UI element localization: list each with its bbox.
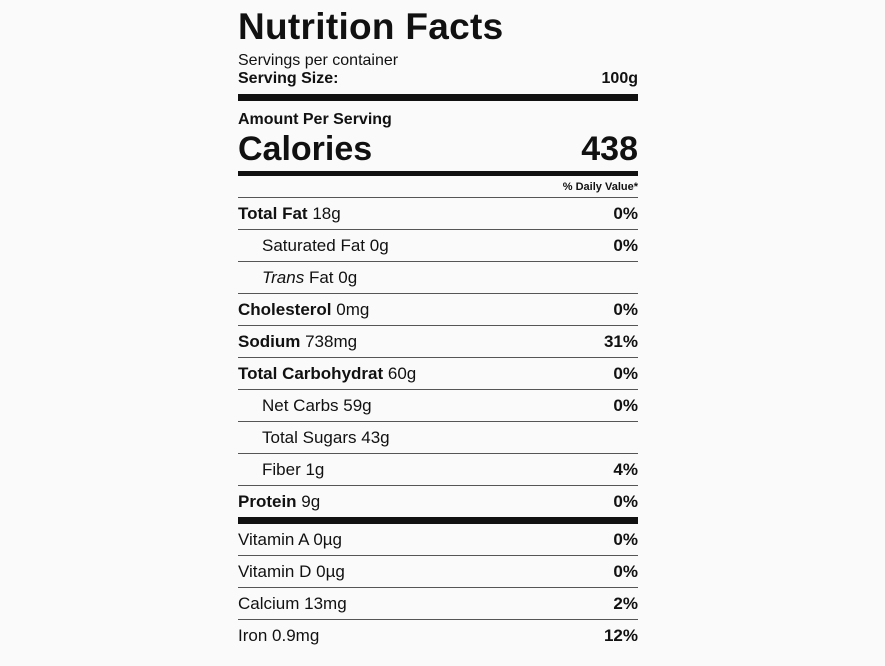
nutrient-text: Calcium 13mg [238,594,347,614]
nutrient-name: Fiber [262,459,301,479]
nutrient-text: Saturated Fat 0g [262,236,389,256]
nutrient-name: Cholesterol [238,299,332,319]
daily-value: 0% [613,235,638,255]
divider [238,171,638,176]
daily-value: 0% [613,561,638,581]
nutrient-row: Vitamin D 0µg 0% [238,556,638,588]
nutrient-text: Total Fat 18g [238,204,341,224]
nutrient-name: Vitamin D [238,561,312,581]
nutrient-name: Fat [308,267,334,287]
nutrient-name: Saturated Fat [262,235,366,255]
nutrient-amount: 18g [312,203,341,223]
nutrient-text: Sodium 738mg [238,332,357,352]
nutrient-row: Total Sugars 43g [238,422,638,454]
daily-value: 0% [613,529,638,549]
divider [238,94,638,101]
daily-value: 0% [613,363,638,383]
nutrient-text: Trans Fat 0g [262,268,357,288]
nutrient-row: Protein 9g 0% [238,486,638,517]
nutrient-name: Total Sugars [262,427,357,447]
daily-value: 0% [613,395,638,415]
nutrient-text: Cholesterol 0mg [238,300,369,320]
amount-heading: Amount Per Serving [238,111,392,128]
nutrient-amount: 0g [369,235,389,255]
nutrient-row: Net Carbs 59g 0% [238,390,638,422]
title: Nutrition Facts [238,6,504,47]
nutrient-row: Cholesterol 0mg 0% [238,294,638,326]
nutrient-amount: 59g [343,395,372,415]
serving-size-row: Serving Size: 100g [238,70,638,88]
daily-value: 0% [613,203,638,223]
nutrient-amount: 13mg [304,593,347,613]
daily-value-header: % Daily Value* [238,180,638,198]
nutrient-text: Total Carbohydrat 60g [238,364,416,384]
nutrient-row: Iron 0.9mg 12% [238,620,638,651]
calories-label: Calories [238,130,373,168]
nutrient-amount: 9g [301,491,321,511]
daily-value: 12% [603,625,638,645]
nutrient-row: Vitamin A 0µg 0% [238,524,638,556]
nutrient-row: Sodium 738mg 31% [238,326,638,358]
calories-value: 438 [581,130,638,168]
nutrient-row: Calcium 13mg 2% [238,588,638,620]
nutrient-list: Total Fat 18g 0% Saturated Fat 0g 0% Trans F… [238,198,638,651]
daily-value: 31% [603,331,638,351]
nutrient-name: Calcium [238,593,300,613]
nutrient-name: Protein [238,491,297,511]
nutrient-amount: 0µg [316,561,345,581]
serving-size-label: Serving Size: [238,70,339,87]
nutrient-text: Fiber 1g [262,460,324,480]
nutrient-amount: 1g [305,459,325,479]
nutrient-amount: 60g [387,363,417,383]
nutrient-amount: 738mg [305,331,358,351]
nutrient-text: Net Carbs 59g [262,396,372,416]
nutrient-text: Protein 9g [238,492,320,512]
nutrient-row: Fiber 1g 4% [238,454,638,486]
nutrient-row: Total Fat 18g 0% [238,198,638,230]
thick-divider [238,517,638,524]
nutrient-amount: 0mg [336,299,370,319]
nutrient-row: Saturated Fat 0g 0% [238,230,638,262]
nutrient-name: Vitamin A [238,529,309,549]
nutrient-name-italic: Trans [262,267,305,287]
nutrient-text: Vitamin D 0µg [238,562,345,582]
nutrient-amount: 0µg [313,529,343,549]
daily-value: 0% [613,491,638,511]
nutrient-text: Total Sugars 43g [262,428,390,448]
nutrient-amount: 0g [338,267,358,287]
servings: Servings per container [238,52,399,69]
daily-value: 0% [613,299,638,319]
nutrient-name: Net Carbs [262,395,339,415]
nutrient-text: Iron 0.9mg [238,626,319,646]
nutrient-name: Total Fat [238,203,308,223]
nutrient-amount: 0.9mg [272,625,320,645]
daily-value: 2% [613,593,638,613]
nutrient-row: Total Carbohydrat 60g 0% [238,358,638,390]
nutrient-amount: 43g [361,427,390,447]
nutrient-name: Sodium [238,331,301,351]
nutrient-name: Iron [238,625,268,645]
daily-value: 4% [613,459,638,479]
nutrient-text: Vitamin A 0µg [238,530,342,550]
nutrient-row: Trans Fat 0g [238,262,638,294]
nutrient-name: Total Carbohydrat [238,363,384,383]
serving-size-value: 100g [601,70,638,87]
nutrition-label: Nutrition Facts Servings per container S… [238,0,638,651]
calories-row: Calories 438 [238,129,638,169]
